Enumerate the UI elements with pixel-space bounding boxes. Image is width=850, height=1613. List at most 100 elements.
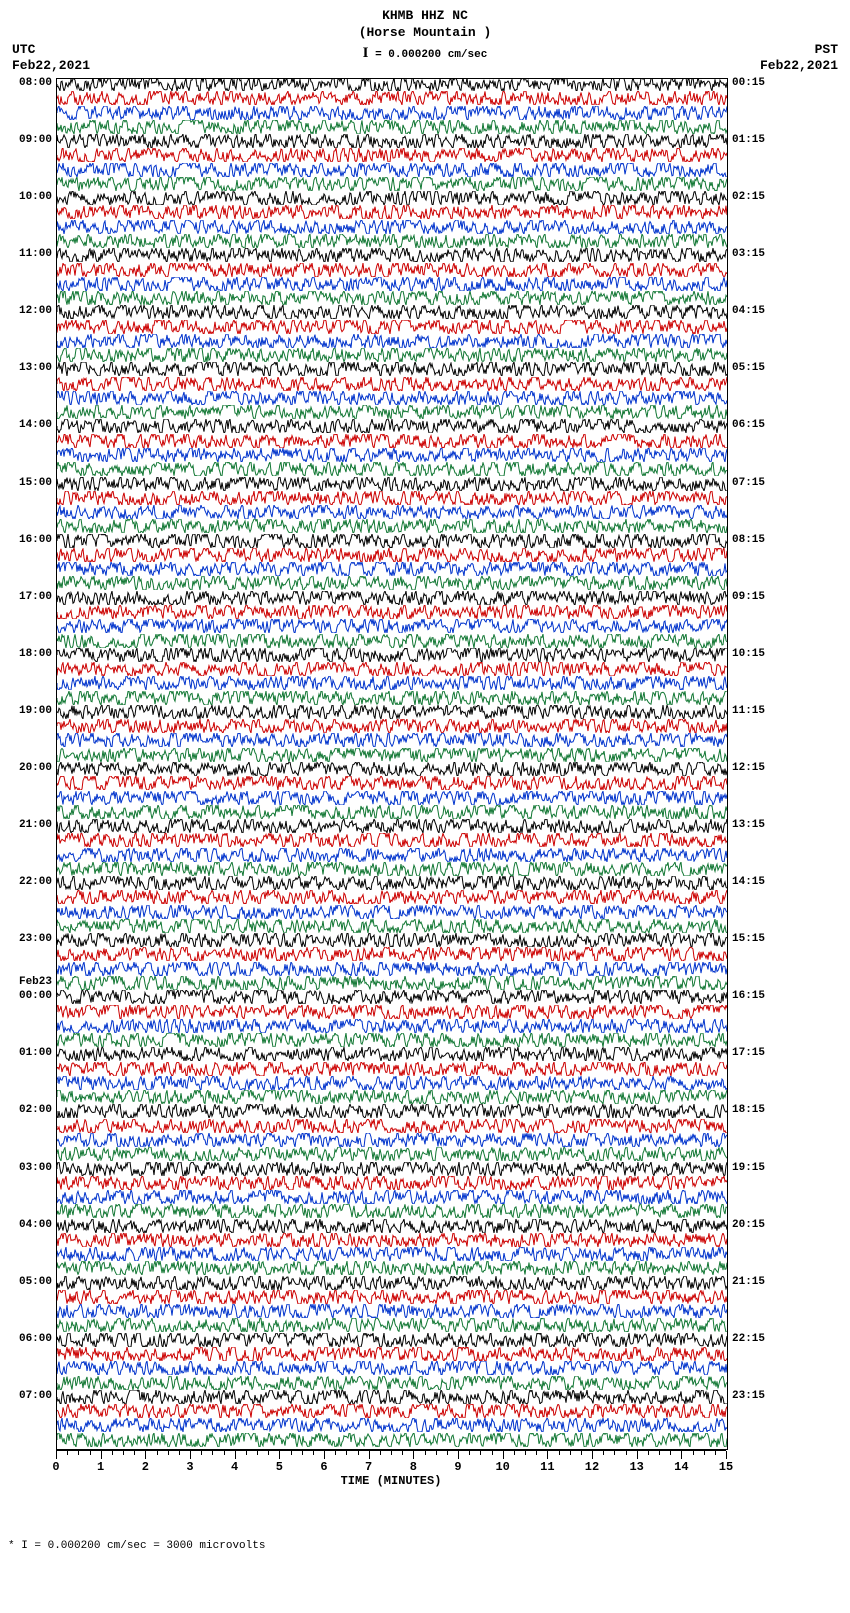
utc-time-label: 17:00 — [8, 591, 52, 603]
seismogram-trace — [57, 1176, 727, 1190]
x-tick-minor — [603, 1451, 604, 1455]
seismogram-trace — [57, 1390, 727, 1404]
x-tick-minor — [358, 1451, 359, 1455]
seismogram-trace — [57, 377, 727, 391]
x-tick-minor — [469, 1451, 470, 1455]
utc-time-label: 03:00 — [8, 1162, 52, 1174]
x-tick-minor — [380, 1451, 381, 1455]
x-tick-minor — [268, 1451, 269, 1455]
x-tick-major — [681, 1451, 682, 1459]
seismogram-trace — [57, 220, 727, 234]
x-tick-minor — [492, 1451, 493, 1455]
seismogram-trace — [57, 1433, 727, 1447]
seismogram-trace — [57, 391, 727, 405]
seismogram-trace — [57, 1019, 727, 1033]
pst-date: Feb22,2021 — [760, 58, 838, 74]
seismogram-trace — [57, 1190, 727, 1204]
seismogram-trace — [57, 905, 727, 919]
seismogram-trace — [57, 719, 727, 733]
seismogram-trace — [57, 120, 727, 134]
pst-time-label: 22:15 — [732, 1333, 765, 1345]
seismogram-trace — [57, 134, 727, 148]
pst-time-label: 16:15 — [732, 990, 765, 1002]
seismogram-trace — [57, 263, 727, 277]
pst-time-label: 00:15 — [732, 77, 765, 89]
utc-time-label: 04:00 — [8, 1219, 52, 1231]
x-tick-label: 11 — [540, 1460, 554, 1474]
seismogram-trace — [57, 990, 727, 1004]
seismogram-trace — [57, 1318, 727, 1332]
x-tick-label: 6 — [320, 1460, 327, 1474]
pst-time-label: 21:15 — [732, 1276, 765, 1288]
utc-date: Feb22,2021 — [12, 58, 90, 74]
utc-time-label: 00:00 — [8, 990, 52, 1002]
seismogram-trace — [57, 976, 727, 990]
seismogram-trace — [57, 862, 727, 876]
x-tick-minor — [436, 1451, 437, 1455]
x-tick-minor — [425, 1451, 426, 1455]
seismogram-trace — [57, 534, 727, 548]
x-tick-major — [592, 1451, 593, 1459]
seismogram-trace — [57, 1304, 727, 1318]
seismogram-trace — [57, 148, 727, 162]
seismogram-trace — [57, 448, 727, 462]
seismogram-trace — [57, 1361, 727, 1375]
utc-time-label: 07:00 — [8, 1390, 52, 1402]
x-tick-minor — [257, 1451, 258, 1455]
seismogram-trace — [57, 205, 727, 219]
x-tick-major — [101, 1451, 102, 1459]
utc-time-label: 12:00 — [8, 305, 52, 317]
x-tick-label: 9 — [454, 1460, 461, 1474]
pst-time-label: 03:15 — [732, 248, 765, 260]
seismogram-trace — [57, 1261, 727, 1275]
utc-time-label: 09:00 — [8, 134, 52, 146]
x-tick-label: 1 — [97, 1460, 104, 1474]
pst-time-label: 09:15 — [732, 591, 765, 603]
x-tick-minor — [391, 1451, 392, 1455]
seismogram-trace — [57, 648, 727, 662]
x-tick-minor — [559, 1451, 560, 1455]
seismogram-trace — [57, 1076, 727, 1090]
x-tick-major — [145, 1451, 146, 1459]
footer-scale: * I = 0.000200 cm/sec = 3000 microvolts — [8, 1540, 842, 1552]
x-tick-minor — [302, 1451, 303, 1455]
seismogram-trace — [57, 519, 727, 533]
seismogram-trace — [57, 662, 727, 676]
seismogram-trace — [57, 91, 727, 105]
x-tick-minor — [123, 1451, 124, 1455]
x-tick-major — [56, 1451, 57, 1459]
seismogram-trace — [57, 1133, 727, 1147]
x-tick-minor — [648, 1451, 649, 1455]
utc-label: UTC — [12, 42, 90, 58]
seismogram-trace — [57, 305, 727, 319]
pst-time-label: 05:15 — [732, 362, 765, 374]
pst-time-label: 04:15 — [732, 305, 765, 317]
utc-time-label: Feb23 — [8, 976, 52, 988]
x-tick-minor — [246, 1451, 247, 1455]
pst-time-label: 15:15 — [732, 933, 765, 945]
x-axis: TIME (MINUTES) 0123456789101112131415 — [56, 1450, 726, 1490]
seismogram-trace — [57, 776, 727, 790]
seismogram-trace — [57, 591, 727, 605]
seismogram-trace — [57, 248, 727, 262]
header-right: PST Feb22,2021 — [760, 42, 838, 73]
seismogram-trace — [57, 291, 727, 305]
seismogram-trace — [57, 477, 727, 491]
x-tick-minor — [313, 1451, 314, 1455]
pst-time-label: 07:15 — [732, 477, 765, 489]
seismogram-trace — [57, 919, 727, 933]
seismogram-trace — [57, 548, 727, 562]
pst-time-label: 06:15 — [732, 419, 765, 431]
x-tick-minor — [90, 1451, 91, 1455]
seismogram-trace — [57, 705, 727, 719]
seismogram-trace — [57, 962, 727, 976]
x-tick-minor — [514, 1451, 515, 1455]
utc-time-label: 02:00 — [8, 1104, 52, 1116]
x-tick-major — [458, 1451, 459, 1459]
seismogram-trace — [57, 1147, 727, 1161]
seismogram-trace — [57, 748, 727, 762]
seismogram-trace — [57, 1333, 727, 1347]
x-tick-minor — [168, 1451, 169, 1455]
x-tick-minor — [581, 1451, 582, 1455]
seismogram-trace — [57, 462, 727, 476]
